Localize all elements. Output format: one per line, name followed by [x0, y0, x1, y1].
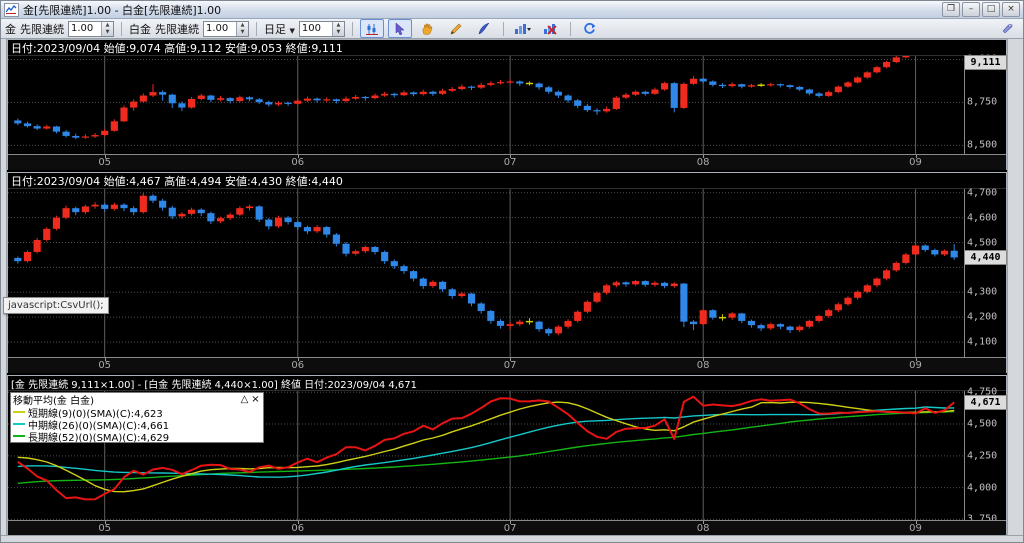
- gold-candlestick-plot[interactable]: [7, 56, 965, 154]
- settings-wrench-icon: [1002, 23, 1012, 33]
- charts-column: 日付:2023/09/04 始値:9,074 高値:9,112 安値:9,053…: [6, 39, 1008, 542]
- platinum-multiplier-spinner[interactable]: 1.00 ▲ ▼: [203, 20, 249, 37]
- legend-title: 移動平均(金 白金): [12, 396, 94, 407]
- bar-chart-delete-icon: [544, 23, 558, 35]
- close-button[interactable]: ×: [1002, 2, 1020, 17]
- maximize-button[interactable]: □: [982, 2, 1000, 17]
- chart-area: 日付:2023/09/04 始値:9,074 高値:9,112 安値:9,053…: [1, 39, 1023, 542]
- toolbar: 金 先限連続 1.00 ▲ ▼ 白金 先限連続 1.00 ▲ ▼ 日足 ▼ 100 …: [1, 19, 1023, 39]
- pencil-icon: [450, 23, 462, 34]
- toolbar-separator: [121, 21, 122, 36]
- platinum-panel: 日付:2023/09/04 始値:4,467 高値:4,494 安値:4,430…: [6, 172, 1008, 373]
- gold-multiplier-spinner[interactable]: 1.00 ▲ ▼: [68, 20, 114, 37]
- window-title: 金[先限連続]1.00 - 白金[先限連続]1.00: [23, 3, 222, 17]
- long-sma-swatch-icon: [12, 435, 25, 437]
- gold-multiplier-value[interactable]: 1.00: [71, 23, 94, 34]
- refresh-icon: [584, 22, 596, 34]
- status-tooltip: javascript:CsvUrl();: [3, 297, 109, 314]
- platinum-series-label: 先限連続: [155, 22, 199, 36]
- minimize-button[interactable]: –: [962, 2, 980, 17]
- candle-select-button[interactable]: [359, 19, 384, 38]
- indicator-chart-button[interactable]: [511, 19, 535, 38]
- gold-series-label: 先限連続: [20, 22, 64, 36]
- cursor-tool-button[interactable]: [387, 19, 412, 38]
- platinum-candlestick-plot[interactable]: [7, 189, 965, 357]
- legend-collapse-button[interactable]: △: [240, 394, 249, 405]
- spread-info-bar: [金 先限連続 9,111×1.00] - [白金 先限連続 4,440×1.0…: [7, 376, 1007, 391]
- platinum-multiplier-value[interactable]: 1.00: [206, 23, 229, 34]
- spread-panel: [金 先限連続 9,111×1.00] - [白金 先限連続 4,440×1.0…: [6, 375, 1008, 537]
- right-frame-strip: [1007, 39, 1023, 542]
- spread-line-plot[interactable]: 移動平均(金 白金) △ × 短期線(9)(0)(SMA)(C):4,623 中…: [7, 391, 965, 520]
- refresh-button[interactable]: [578, 19, 602, 38]
- bar-count-value[interactable]: 100: [301, 23, 321, 34]
- gold-info-bar: 日付:2023/09/04 始値:9,074 高値:9,112 安値:9,053…: [7, 40, 1007, 56]
- legend-item-long: 長期線(52)(0)(SMA)(C):4,629: [11, 430, 263, 444]
- platinum-multiplier-arrows[interactable]: ▲ ▼: [236, 21, 248, 36]
- moving-average-legend: 移動平均(金 白金) △ × 短期線(9)(0)(SMA)(C):4,623 中…: [9, 392, 264, 444]
- period-dropdown[interactable]: 日足 ▼: [264, 22, 295, 36]
- indicator-delete-button[interactable]: [539, 19, 563, 38]
- cascade-button[interactable]: ❐: [942, 2, 960, 17]
- toolbar-separator: [256, 21, 257, 36]
- short-sma-swatch-icon: [12, 411, 25, 413]
- toolbar-separator: [502, 21, 504, 36]
- current-price-box: 4,671: [965, 395, 1007, 409]
- chart-window-icon: [4, 2, 19, 17]
- pan-hand-button[interactable]: [416, 19, 440, 38]
- cursor-icon: [395, 22, 405, 35]
- toolbar-separator: [569, 21, 571, 36]
- bar-count-arrows[interactable]: ▲ ▼: [331, 21, 344, 36]
- draw-pencil-button[interactable]: [444, 19, 468, 38]
- title-bar[interactable]: 金[先限連続]1.00 - 白金[先限連続]1.00 ❐ – □ ×: [1, 1, 1023, 19]
- annotation-quill-button[interactable]: [472, 19, 496, 38]
- platinum-symbol-label: 白金: [129, 22, 151, 36]
- quill-icon: [479, 22, 490, 34]
- mid-sma-swatch-icon: [12, 423, 25, 425]
- gold-multiplier-arrows[interactable]: ▲ ▼: [101, 21, 113, 36]
- gold-time-axis: 05 06 07 08 09: [7, 154, 1007, 170]
- candle-select-icon: [365, 23, 378, 35]
- platinum-info-bar: 日付:2023/09/04 始値:4,467 高値:4,494 安値:4,430…: [7, 173, 1007, 189]
- platinum-time-axis: 05 06 07 08 09: [7, 357, 1007, 373]
- left-frame-strip: [1, 39, 7, 542]
- toolbar-separator: [351, 21, 353, 36]
- legend-item-short: 短期線(9)(0)(SMA)(C):4,623: [11, 406, 263, 420]
- legend-item-mid: 中期線(26)(0)(SMA)(C):4,661: [11, 418, 263, 432]
- gold-panel: 日付:2023/09/04 始値:9,074 高値:9,112 安値:9,053…: [6, 39, 1008, 170]
- bar-count-spinner[interactable]: 100 ▲ ▼: [298, 20, 345, 37]
- bottom-frame-strip: [1, 535, 1023, 542]
- spread-time-axis: 05 06 07 08 09: [7, 520, 1007, 536]
- settings-wrench-button[interactable]: [995, 19, 1019, 38]
- legend-close-button[interactable]: ×: [251, 394, 260, 405]
- chevron-down-icon: ▼: [289, 26, 295, 35]
- bar-chart-dropdown-icon: [514, 23, 531, 34]
- hand-icon: [422, 23, 433, 35]
- current-price-box: 9,111: [965, 56, 1007, 69]
- gold-symbol-label: 金: [5, 22, 16, 36]
- current-price-box: 4,440: [965, 250, 1007, 264]
